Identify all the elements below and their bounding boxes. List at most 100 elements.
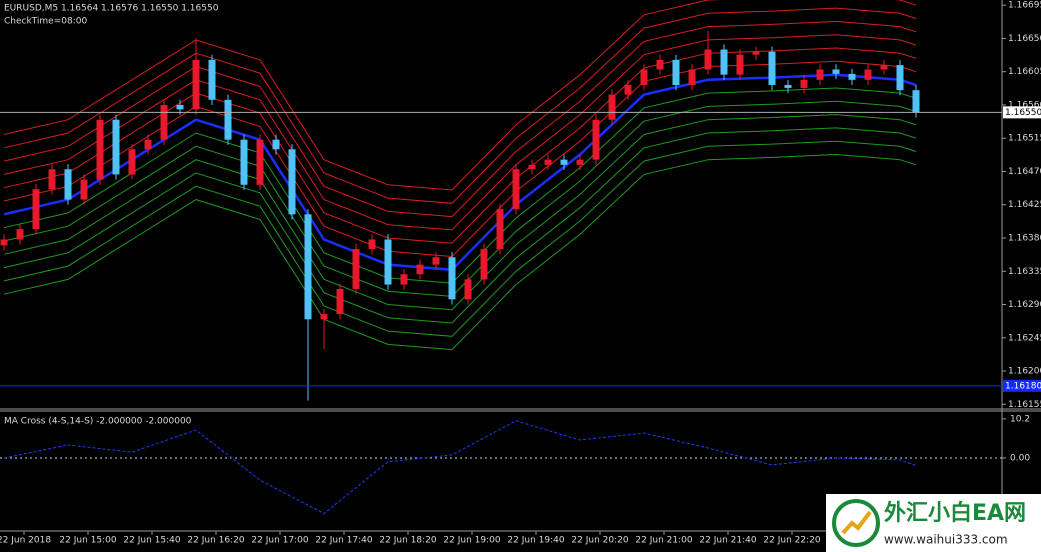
candle-body xyxy=(0,239,8,246)
candle-body xyxy=(640,69,648,85)
x-tick-label: 22 Jun 20:20 xyxy=(571,536,628,546)
watermark-url: www.waihui333.com xyxy=(884,533,1008,547)
candle-body xyxy=(240,139,248,185)
y-tick-label: 1.16470 xyxy=(1008,167,1041,177)
candle-body xyxy=(832,69,840,74)
candle-body xyxy=(496,209,504,250)
candle-body xyxy=(656,59,664,70)
envelope-band xyxy=(3,153,917,351)
price-label: 1.16180 xyxy=(1005,381,1041,391)
y-tick-label: 1.16560 xyxy=(1008,100,1041,110)
x-tick-label: 22 Jun 15:40 xyxy=(123,536,180,546)
candle-body xyxy=(880,65,888,70)
x-tick-label: 22 Jun 2018 xyxy=(0,536,51,546)
y-tick-label: 1.16155 xyxy=(1008,400,1041,410)
envelope-band xyxy=(3,140,917,337)
candle-body xyxy=(256,139,264,185)
candle-body xyxy=(800,79,808,88)
x-tick-label: 22 Jun 21:40 xyxy=(699,536,756,546)
y-tick-label: 1.16245 xyxy=(1008,333,1041,343)
candle-body xyxy=(480,249,488,280)
candle-body xyxy=(816,69,824,80)
candle-body xyxy=(528,164,536,170)
watermark-logo xyxy=(832,499,880,547)
candle-body xyxy=(864,69,872,80)
price-label-box xyxy=(1003,379,1041,392)
price-label-box xyxy=(1003,106,1041,119)
candle-body xyxy=(368,239,376,250)
candle-body xyxy=(592,119,600,160)
envelope-band xyxy=(3,7,917,204)
candle-body xyxy=(560,159,568,165)
watermark: 外汇小白EA网 www.waihui333.com xyxy=(826,494,1041,552)
candle-body xyxy=(320,314,328,320)
candle-body xyxy=(720,49,728,75)
main-plot xyxy=(0,0,1002,401)
watermark-title: 外汇小白EA网 xyxy=(884,500,1026,526)
candle-body xyxy=(752,51,760,55)
candle-body xyxy=(80,179,88,200)
x-tick-label: 22 Jun 22:20 xyxy=(763,536,820,546)
x-tick-label: 22 Jun 17:40 xyxy=(315,536,372,546)
candle-body xyxy=(352,249,360,289)
candle-body xyxy=(448,257,456,300)
candle-body xyxy=(208,59,216,100)
watermark-logo-arrow xyxy=(841,510,872,535)
candle-body xyxy=(432,257,440,265)
candle-body xyxy=(192,59,200,110)
x-tick-label: 22 Jun 18:20 xyxy=(379,536,436,546)
candle-body xyxy=(736,54,744,75)
candle-body xyxy=(544,159,552,165)
y-tick-label: 1.16650 xyxy=(1008,34,1041,44)
candle-body xyxy=(704,49,712,70)
candle-body xyxy=(16,229,24,240)
candle-body xyxy=(272,139,280,150)
candle-body xyxy=(416,264,424,275)
candle-body xyxy=(176,104,184,110)
candle-body xyxy=(96,119,104,180)
candle-body xyxy=(304,214,312,320)
y-tick-label: 1.16605 xyxy=(1008,67,1041,77)
chart-title: EURUSD,M5 1.16564 1.16576 1.16550 1.1655… xyxy=(4,4,219,14)
envelope-band xyxy=(3,34,917,231)
envelope-band xyxy=(3,20,917,218)
candle-body xyxy=(400,274,408,285)
candle-body xyxy=(160,104,168,140)
candle-body xyxy=(64,169,72,200)
x-tick-label: 22 Jun 19:00 xyxy=(443,536,500,546)
candle-body xyxy=(128,149,136,175)
y-tick-label: 1.16380 xyxy=(1008,234,1041,244)
indicator-line xyxy=(3,420,917,515)
candle-body xyxy=(784,85,792,88)
x-tick-label: 22 Jun 19:40 xyxy=(507,536,564,546)
candle-body xyxy=(768,51,776,85)
candle-body xyxy=(624,85,632,95)
candle-body xyxy=(896,65,904,91)
x-tick-label: 22 Jun 21:00 xyxy=(635,536,692,546)
candle-body xyxy=(672,59,680,85)
envelope-band xyxy=(3,0,917,191)
indicator-title: MA Cross (4-S,14-S) -2.000000 -2.000000 xyxy=(4,417,192,427)
y-tick-label: 0.00 xyxy=(1010,453,1030,463)
x-tick-label: 22 Jun 15:00 xyxy=(59,536,116,546)
envelope-band xyxy=(3,127,917,324)
x-tick-label: 22 Jun 16:20 xyxy=(187,536,244,546)
price-label: 1.16550 xyxy=(1005,108,1041,118)
candle-body xyxy=(48,169,56,190)
candle-body xyxy=(464,279,472,300)
candle-body xyxy=(384,239,392,285)
candle-body xyxy=(608,94,616,120)
candle-body xyxy=(336,289,344,315)
indicator-plot xyxy=(0,420,1002,515)
candle-body xyxy=(688,69,696,85)
candle-body xyxy=(32,189,40,230)
x-tick-label: 22 Jun 17:00 xyxy=(251,536,308,546)
y-tick-label: 1.16200 xyxy=(1008,367,1041,377)
y-tick-label: 1.16515 xyxy=(1008,134,1041,144)
y-tick-label: 1.16335 xyxy=(1008,267,1041,277)
candle-body xyxy=(912,90,920,113)
y-tick-label: 1.16290 xyxy=(1008,300,1041,310)
